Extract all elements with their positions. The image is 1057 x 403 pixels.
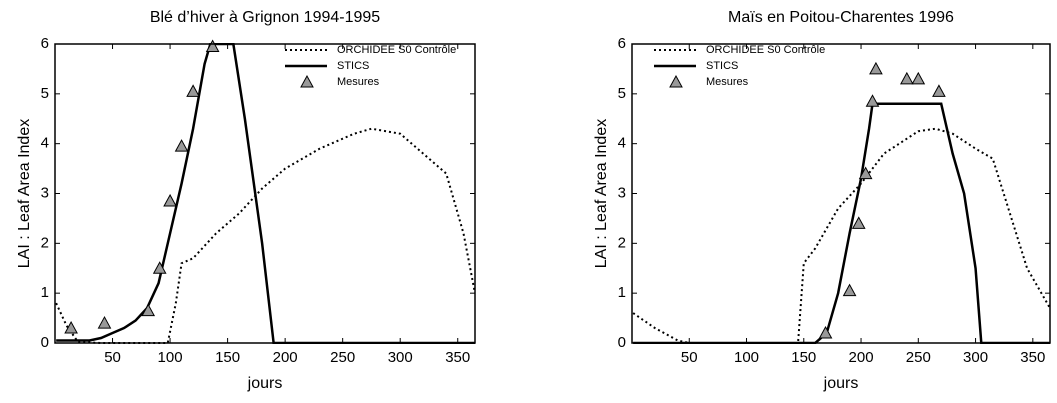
x-tick-label: 250: [906, 349, 931, 366]
legend-label: ORCHIDEE S0 Contrôle: [337, 44, 456, 56]
x-tick-label: 100: [158, 349, 183, 366]
x-axis-label: jours: [247, 375, 283, 392]
legend-label: STICS: [337, 60, 369, 72]
x-tick-label: 150: [215, 349, 240, 366]
y-tick-label: 6: [618, 35, 626, 52]
plot-frame: [54, 43, 476, 344]
line: [632, 127, 1050, 344]
y-tick-label: 2: [41, 234, 49, 251]
marker: [869, 61, 883, 75]
y-tick-label: 5: [618, 85, 626, 102]
chart: Maïs en Poitou-Charentes 1996 jours LAI : …: [593, 9, 1051, 392]
y-tick-label: 0: [41, 334, 49, 351]
legend-label: ORCHIDEE S0 Contrôle: [706, 44, 825, 56]
legend-label: STICS: [706, 60, 738, 72]
y-tick-label: 1: [618, 284, 626, 301]
y-tick-label: 5: [41, 85, 49, 102]
marker: [141, 303, 156, 317]
marker: [900, 71, 914, 85]
legend-marker: [669, 74, 683, 88]
marker: [186, 84, 200, 97]
x-tick-label: 200: [273, 349, 298, 366]
y-tick-label: 3: [618, 184, 626, 201]
marker: [851, 216, 866, 229]
chart: Blé d’hiver à Grignon 1994-1995 jours LAI …: [16, 9, 476, 392]
x-tick-label: 250: [330, 349, 355, 366]
x-tick-label: 300: [388, 349, 413, 366]
marker: [174, 139, 189, 152]
line: [56, 43, 475, 344]
x-tick-label: 150: [791, 349, 816, 366]
marker: [163, 193, 177, 207]
line: [55, 127, 475, 344]
x-tick-label: 200: [849, 349, 874, 366]
plot-frame: [631, 43, 1051, 344]
y-tick-label: 4: [41, 135, 49, 152]
marker: [205, 39, 220, 52]
x-tick-label: 350: [1020, 349, 1045, 366]
x-tick-label: 50: [681, 349, 698, 366]
chart-title: Maïs en Poitou-Charentes 1996: [728, 9, 954, 26]
y-tick-label: 1: [41, 284, 49, 301]
y-axis-label: LAI : Leaf Area Index: [593, 119, 610, 268]
y-tick-label: 4: [618, 135, 626, 152]
marker: [97, 316, 112, 329]
legend-label: Mesures: [337, 76, 380, 88]
marker: [64, 321, 78, 334]
legend-label: Mesures: [706, 76, 749, 88]
x-tick-label: 300: [963, 349, 988, 366]
chart-title: Blé d’hiver à Grignon 1994-1995: [150, 9, 380, 26]
x-axis-label: jours: [823, 375, 859, 392]
legend-marker: [300, 74, 314, 88]
y-tick-label: 6: [41, 35, 49, 52]
y-tick-label: 3: [41, 184, 49, 201]
marker: [911, 71, 926, 85]
marker: [152, 261, 167, 274]
marker: [842, 283, 857, 297]
y-axis-label: LAI : Leaf Area Index: [16, 119, 33, 268]
x-tick-label: 100: [734, 349, 759, 366]
marker: [858, 166, 873, 180]
y-tick-label: 0: [618, 334, 626, 351]
marker: [932, 84, 946, 97]
marker: [818, 325, 833, 339]
x-tick-label: 50: [104, 349, 121, 366]
marker: [865, 94, 880, 107]
x-tick-label: 350: [445, 349, 470, 366]
y-tick-label: 2: [618, 234, 626, 251]
line: [633, 102, 1050, 344]
